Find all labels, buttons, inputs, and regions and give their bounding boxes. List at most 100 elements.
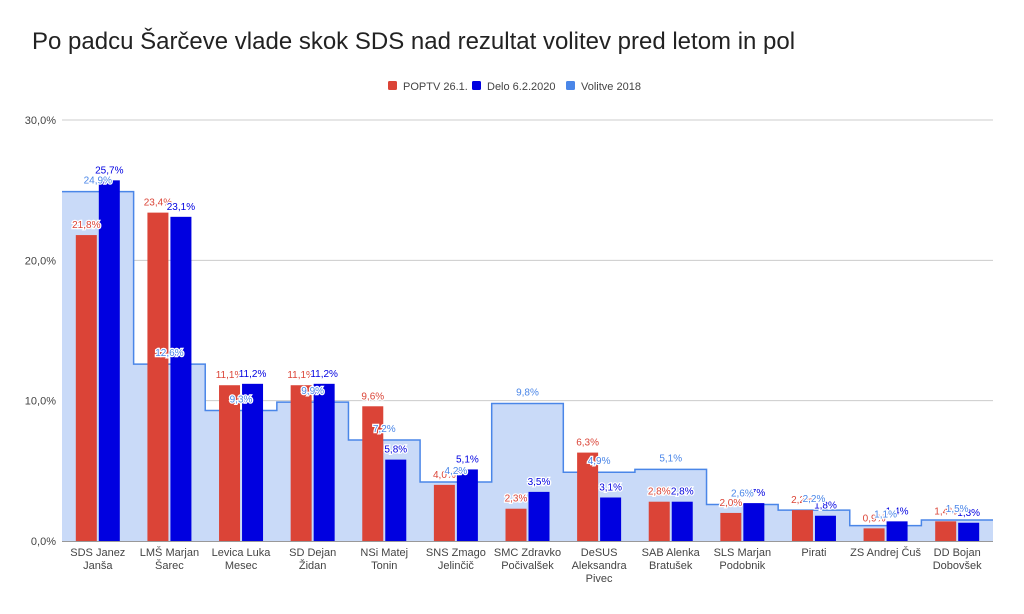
bar xyxy=(886,521,908,541)
bar xyxy=(313,383,335,541)
bar xyxy=(577,452,599,541)
x-tick-line: Mesec xyxy=(225,560,258,572)
bar xyxy=(362,406,384,541)
x-tick-label: ZS Andrej Čuš xyxy=(850,546,921,559)
data-label: 4,9% xyxy=(588,456,611,467)
data-label: 2,6% xyxy=(731,489,754,500)
data-label: 7,2% xyxy=(373,424,396,435)
bar xyxy=(98,180,120,542)
bar xyxy=(863,528,885,541)
x-tick-line: Pirati xyxy=(801,547,826,559)
x-tick-line: Židan xyxy=(299,559,327,572)
data-label: 6,3% xyxy=(576,438,599,449)
x-tick-line: SAB Alenka xyxy=(642,547,701,559)
x-tick-label: SD Dejan Židan xyxy=(289,547,336,572)
data-label: 23,4% xyxy=(144,198,172,209)
data-label: 1,4% xyxy=(886,506,909,517)
bar xyxy=(720,512,742,541)
x-tick-line: Podobnik xyxy=(719,560,765,572)
x-tick-label: SNS Zmago Jelinčič xyxy=(426,547,486,572)
legend-label: Volitve 2018 xyxy=(581,81,641,93)
bar xyxy=(600,497,622,541)
data-label: 2,2% xyxy=(791,495,814,506)
data-label: 5,1% xyxy=(659,453,682,464)
bar xyxy=(290,385,312,541)
x-tick-line: Pivec xyxy=(586,573,613,585)
data-label: 1,1% xyxy=(874,510,897,521)
legend-swatch xyxy=(566,81,575,90)
bar xyxy=(505,508,527,541)
x-tick-line: Levica Luka xyxy=(212,547,272,559)
bar xyxy=(528,491,550,541)
bar xyxy=(75,235,97,541)
bar xyxy=(385,459,407,541)
data-label: 11,1% xyxy=(216,370,244,381)
bar xyxy=(791,510,813,541)
data-label: 9,9% xyxy=(301,386,324,397)
bar xyxy=(170,216,192,541)
x-tick-line: Tonin xyxy=(371,560,397,572)
bar xyxy=(433,484,455,541)
x-tick-line: SDS Janez xyxy=(70,547,125,559)
x-tick-line: Dobovšek xyxy=(933,560,982,572)
x-tick-label: SLS Marjan Podobnik xyxy=(714,547,771,572)
y-tick-label: 20,0% xyxy=(25,255,56,267)
legend-swatch xyxy=(472,81,481,90)
data-label: 11,1% xyxy=(287,370,315,381)
data-label: 1,5% xyxy=(946,504,969,515)
area-volitve-2018 xyxy=(62,191,993,541)
data-label: 11,2% xyxy=(239,369,267,380)
data-label: 3,5% xyxy=(528,477,551,488)
data-label: 5,8% xyxy=(384,445,407,456)
x-tick-line: Počivalšek xyxy=(501,560,554,572)
data-label: 2,0% xyxy=(719,498,742,509)
data-label: 2,7% xyxy=(742,488,765,499)
y-tick-label: 10,0% xyxy=(25,396,56,408)
x-tick-label: DeSUS Aleksandra Pivec xyxy=(572,547,628,585)
x-tick-label: NSi Matej Tonin xyxy=(360,547,408,572)
data-label: 9,6% xyxy=(361,391,384,402)
x-tick-line: SLS Marjan xyxy=(714,547,771,559)
x-tick-line: SNS Zmago xyxy=(426,547,486,559)
data-label: 1,8% xyxy=(814,501,837,512)
bar xyxy=(147,212,169,541)
bar xyxy=(242,383,264,541)
x-tick-label: DD Bojan Dobovšek xyxy=(933,547,982,572)
data-label: 9,8% xyxy=(516,387,539,398)
x-tick-line: Šarec xyxy=(155,559,184,572)
data-label: 3,1% xyxy=(599,482,622,493)
data-label: 2,2% xyxy=(803,494,826,505)
x-tick-line: NSi Matej xyxy=(360,547,408,559)
bar xyxy=(935,521,957,541)
data-label: 0,9% xyxy=(863,513,886,524)
bar xyxy=(456,469,478,541)
x-tick-label: Pirati xyxy=(801,547,826,559)
x-tick-line: SMC Zdravko xyxy=(494,547,561,559)
bar xyxy=(671,501,693,541)
x-tick-label: SAB Alenka Bratušek xyxy=(642,547,701,572)
line-volitve-2018 xyxy=(62,190,993,527)
data-label: 9,3% xyxy=(230,394,253,405)
data-label: 2,8% xyxy=(671,487,694,498)
data-label: 1,4% xyxy=(934,506,957,517)
x-tick-label: SMC Zdravko Počivalšek xyxy=(494,547,561,572)
bar xyxy=(219,385,241,541)
x-tick-label: Levica Luka Mesec xyxy=(212,547,272,572)
data-label: 5,1% xyxy=(456,454,479,465)
y-tick-label: 0,0% xyxy=(31,536,56,548)
bar xyxy=(648,501,670,541)
data-label: 25,7% xyxy=(95,165,123,176)
legend-swatch xyxy=(388,81,397,90)
data-label: 4,0% xyxy=(433,470,456,481)
data-label: 2,8% xyxy=(648,487,671,498)
x-tick-label: SDS Janez Janša xyxy=(70,547,125,572)
y-tick-label: 30,0% xyxy=(25,115,56,127)
legend-label: Delo 6.2.2020 xyxy=(487,81,556,93)
bar xyxy=(743,503,765,541)
data-label: 21,8% xyxy=(72,220,100,231)
data-label: 1,3% xyxy=(957,508,980,519)
data-label: 2,3% xyxy=(505,494,528,505)
data-label: 24,9% xyxy=(84,176,112,187)
